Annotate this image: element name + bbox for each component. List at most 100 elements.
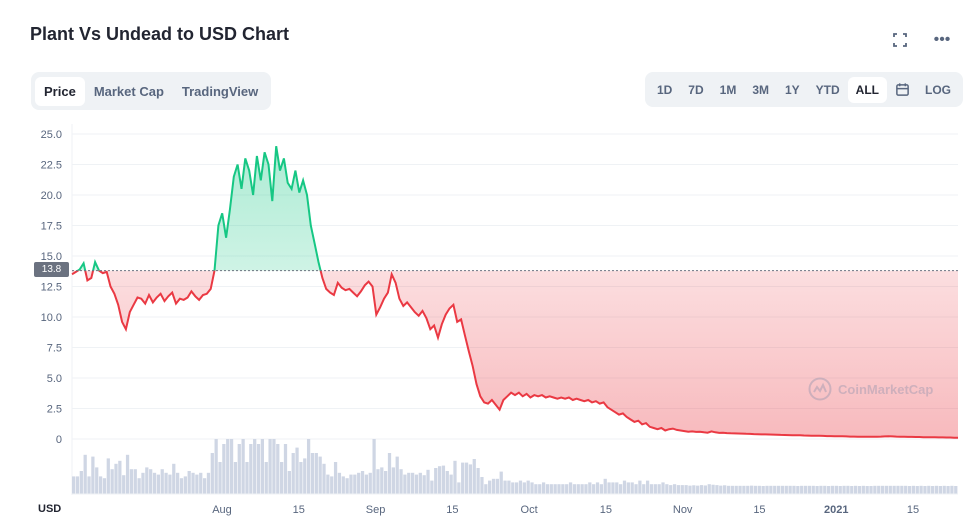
volume-bar <box>657 484 661 494</box>
range-3m[interactable]: 3M <box>752 82 769 97</box>
volume-bar <box>125 454 130 494</box>
tab-price[interactable]: Price <box>35 76 85 106</box>
volume-bar <box>672 484 677 494</box>
tab-tradingview[interactable]: TradingView <box>181 83 259 99</box>
volume-bar <box>176 472 180 494</box>
volume-bar <box>873 485 877 494</box>
volume-bar <box>364 474 369 494</box>
volume-bar <box>480 477 484 494</box>
coinmarketcap-watermark: CoinMarketCap <box>808 377 933 401</box>
volume-bar <box>168 474 172 494</box>
volume-bar <box>233 462 238 494</box>
calendar-icon[interactable] <box>891 79 913 101</box>
volume-bar <box>553 484 557 494</box>
range-ytd[interactable]: YTD <box>815 82 840 97</box>
volume-bar <box>568 482 573 494</box>
x-axis: Aug 15 Sep 15 Oct 15 Nov 15 2021 15 <box>212 504 919 516</box>
volume-bar <box>730 485 734 494</box>
x-tick-label: Sep <box>366 504 386 516</box>
volume-bar <box>403 474 407 494</box>
volume-bar <box>699 485 704 494</box>
volume-bar <box>800 485 804 494</box>
volume-bar <box>545 484 550 494</box>
x-tick-label: 2021 <box>824 504 848 516</box>
volume-bar <box>607 482 611 494</box>
volume-bars <box>72 439 958 495</box>
volume-bar <box>318 456 322 494</box>
volume-bar <box>426 469 430 494</box>
volume-bar <box>904 485 908 494</box>
volume-bar <box>202 478 207 494</box>
volume-bar <box>857 486 862 494</box>
area-above-baseline <box>72 146 958 271</box>
volume-bar <box>549 484 553 494</box>
volume-bar <box>226 439 230 494</box>
volume-bar <box>634 484 638 494</box>
volume-bar <box>534 484 538 494</box>
volume-bar <box>911 485 916 494</box>
volume-bar <box>884 485 889 494</box>
volume-bar <box>414 474 419 494</box>
volume-bar <box>811 485 815 494</box>
volume-bar <box>495 478 499 494</box>
top-actions: ••• <box>890 30 952 50</box>
volume-bar <box>114 463 118 494</box>
volume-bar <box>149 469 153 494</box>
volume-bar <box>869 486 873 494</box>
volume-bar <box>592 484 596 494</box>
range-1d[interactable]: 1D <box>656 82 673 97</box>
volume-bar <box>384 471 388 494</box>
volume-bar <box>187 471 191 494</box>
volume-bar <box>703 485 708 494</box>
volume-bar <box>907 486 912 494</box>
range-7d[interactable]: 7D <box>688 82 704 97</box>
volume-bar <box>206 472 211 494</box>
current-price-badge: 13.8 <box>34 262 69 277</box>
volume-bar <box>919 485 923 494</box>
volume-bar <box>938 486 942 494</box>
volume-bar <box>72 476 76 494</box>
volume-bar <box>819 485 823 494</box>
volume-bar <box>715 485 719 494</box>
volume-bar <box>164 472 168 494</box>
x-tick-label: 15 <box>753 504 765 516</box>
volume-bar <box>268 439 272 494</box>
volume-bar <box>291 453 295 494</box>
volume-bar <box>449 474 453 494</box>
x-tick-label: Aug <box>212 504 232 516</box>
expand-icon[interactable] <box>890 30 910 50</box>
volume-bar <box>102 478 107 494</box>
y-tick-label: 12.5 <box>41 282 62 294</box>
volume-bar <box>310 453 315 494</box>
log-scale-toggle[interactable]: LOG <box>925 82 951 97</box>
volume-bar <box>491 478 496 494</box>
range-1m[interactable]: 1M <box>719 82 737 97</box>
volume-bar <box>476 468 480 494</box>
volume-bar <box>133 469 137 494</box>
volume-bar <box>900 485 904 494</box>
area-below-baseline <box>72 270 958 438</box>
volume-bar <box>626 482 630 494</box>
y-tick-label: 2.5 <box>47 404 62 416</box>
range-1y[interactable]: 1Y <box>784 82 800 97</box>
volume-bar <box>619 484 623 494</box>
volume-bar <box>464 462 469 494</box>
volume-bar <box>295 447 299 494</box>
range-all[interactable]: ALL <box>847 76 887 103</box>
volume-bar <box>734 485 738 494</box>
volume-bar <box>345 478 349 494</box>
volume-bar <box>380 467 384 494</box>
volume-bar <box>946 486 950 494</box>
volume-bar <box>122 475 126 494</box>
more-horizontal-icon[interactable]: ••• <box>933 31 951 48</box>
tab-market-cap[interactable]: Market Cap <box>93 83 164 99</box>
currency-label: USD <box>38 503 62 515</box>
volume-bar <box>141 472 145 494</box>
volume-bar <box>172 463 176 494</box>
volume-bar <box>353 474 357 494</box>
volume-bar <box>850 486 854 494</box>
volume-bar <box>256 444 261 494</box>
volume-bar <box>538 484 542 494</box>
volume-bar <box>283 444 288 494</box>
